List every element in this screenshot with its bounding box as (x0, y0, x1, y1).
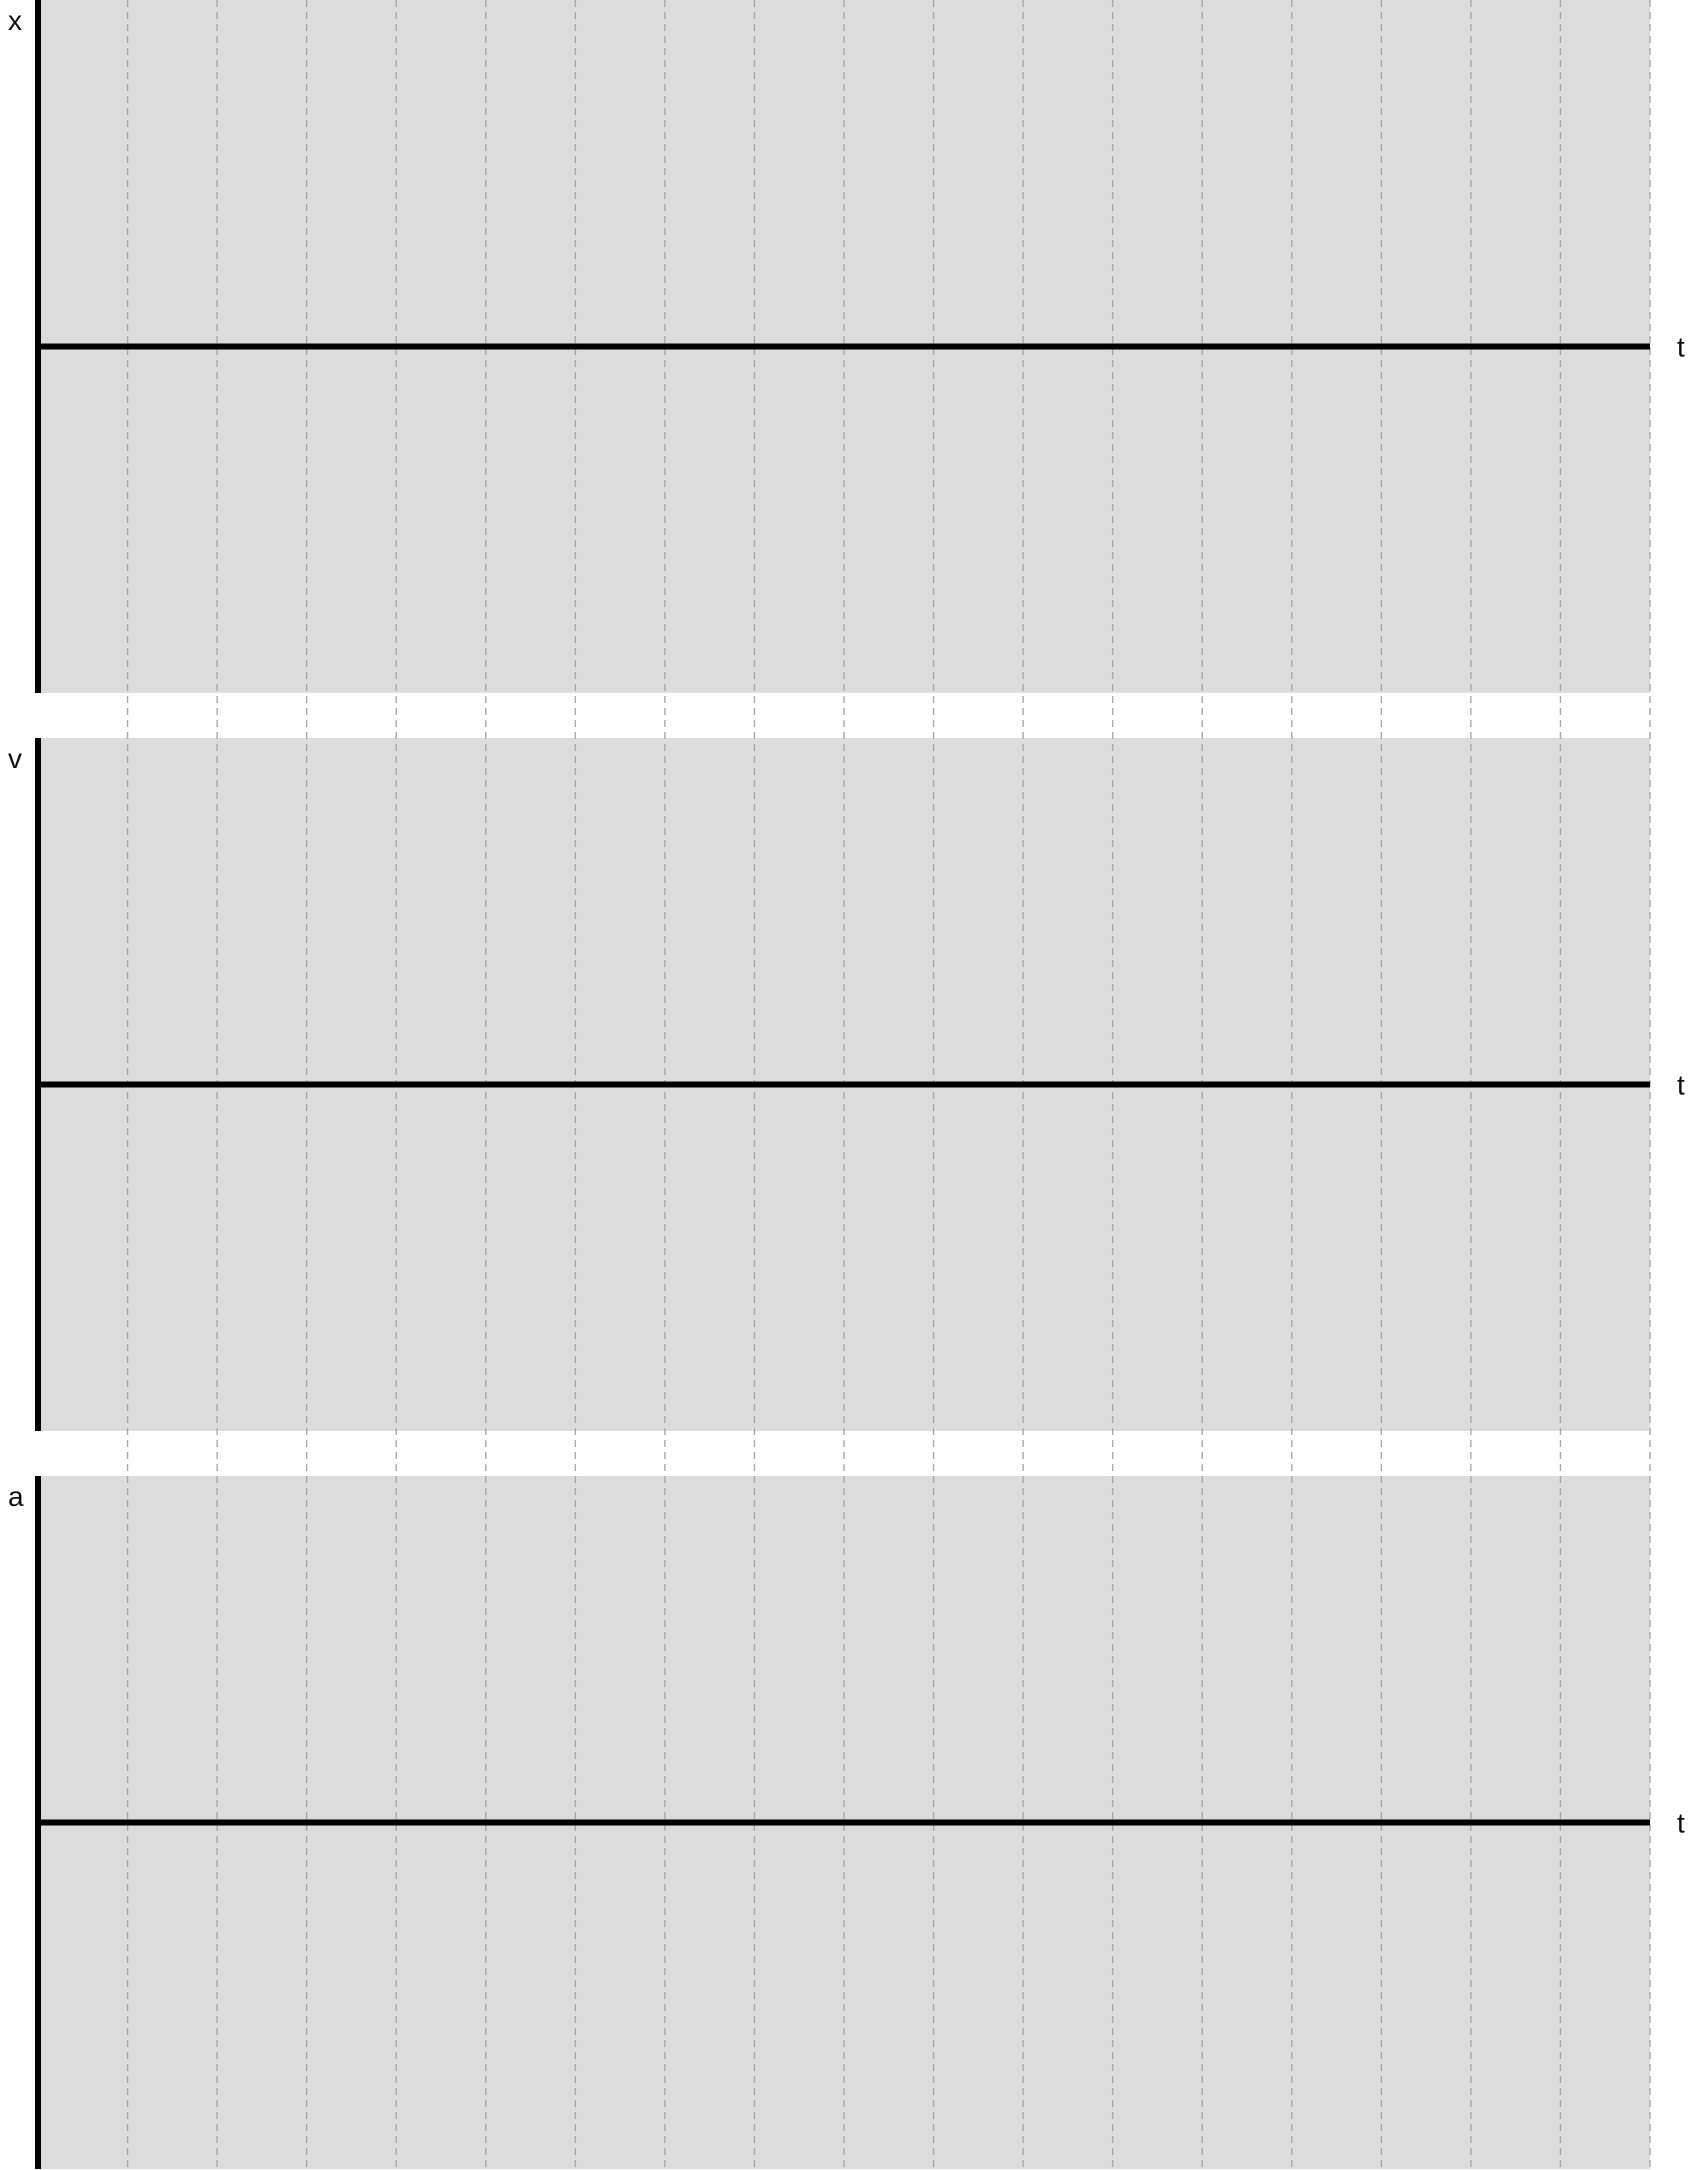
velocity-axis-label: v (8, 743, 22, 774)
axes: x t v t a t (8, 0, 1685, 2169)
acceleration-t-axis-label: t (1677, 1808, 1685, 1839)
velocity-t-axis-label: t (1677, 1070, 1685, 1101)
position-axis-label: x (8, 5, 22, 36)
acceleration-axis-label: a (8, 1481, 24, 1512)
position-t-axis-label: t (1677, 332, 1685, 363)
